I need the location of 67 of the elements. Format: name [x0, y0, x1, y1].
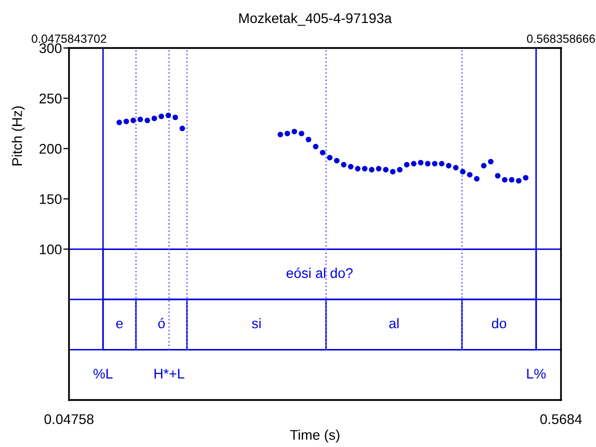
- y-tick-label: 150: [40, 194, 62, 204]
- point: [438, 160, 444, 166]
- band-label: e: [116, 320, 123, 328]
- point: [467, 172, 473, 178]
- point: [508, 176, 514, 183]
- point: [424, 160, 431, 166]
- point: [334, 158, 340, 164]
- point: [278, 132, 284, 138]
- y-axis-title: Pitch (Hz): [12, 106, 25, 166]
- point: [166, 112, 172, 118]
- point: [306, 136, 312, 142]
- ref-line-label: %L: [93, 368, 113, 379]
- x-tick-label: 0.04758: [44, 414, 94, 424]
- x2-tick-label: 0.0475843702: [32, 34, 106, 43]
- point: [123, 118, 130, 124]
- point: [516, 178, 522, 184]
- point: [144, 118, 150, 124]
- point: [494, 172, 501, 179]
- point: [116, 120, 122, 126]
- ref-line-label: H*+L: [154, 368, 184, 378]
- point: [453, 164, 459, 170]
- point: [474, 176, 480, 182]
- point: [152, 116, 158, 122]
- point: [390, 168, 396, 174]
- point: [284, 130, 290, 136]
- x-axis-title: Time (s): [290, 430, 340, 443]
- point: [446, 162, 452, 168]
- point: [502, 176, 508, 183]
- x-tick-label: 0.5684: [540, 414, 582, 424]
- point: [480, 162, 487, 168]
- point: [432, 160, 438, 166]
- chart-title: Mozketak_405-4-97193a: [239, 12, 392, 26]
- point: [383, 166, 389, 172]
- point: [340, 162, 347, 168]
- point: [320, 150, 326, 156]
- band-label: al: [389, 318, 399, 328]
- band-label: eósi al do?: [286, 268, 353, 278]
- point: [172, 114, 178, 120]
- band-label: ó: [158, 318, 165, 328]
- point: [180, 126, 186, 132]
- y-tick-label: 100: [40, 244, 62, 254]
- point: [312, 144, 318, 150]
- point: [137, 116, 144, 122]
- point: [418, 160, 424, 166]
- point: [158, 114, 164, 120]
- point: [354, 166, 361, 172]
- point: [410, 160, 417, 166]
- ref-line-label: L%: [527, 368, 546, 379]
- point: [368, 166, 374, 172]
- point: [130, 118, 136, 124]
- point: [298, 130, 304, 136]
- point: [362, 166, 368, 172]
- y-tick-label: 300: [39, 43, 62, 54]
- band-label: si: [252, 318, 261, 328]
- y-tick-label: 200: [40, 144, 62, 154]
- point: [460, 168, 466, 174]
- point: [376, 166, 382, 172]
- point: [488, 158, 494, 164]
- point: [348, 164, 354, 170]
- point: [522, 174, 528, 181]
- point: [292, 128, 298, 134]
- x2-tick-label: 0.568358666: [526, 34, 595, 43]
- band-label: do: [492, 318, 506, 328]
- point: [326, 154, 333, 160]
- y-tick-label: 250: [40, 94, 62, 104]
- point: [404, 162, 410, 168]
- point: [396, 166, 403, 172]
